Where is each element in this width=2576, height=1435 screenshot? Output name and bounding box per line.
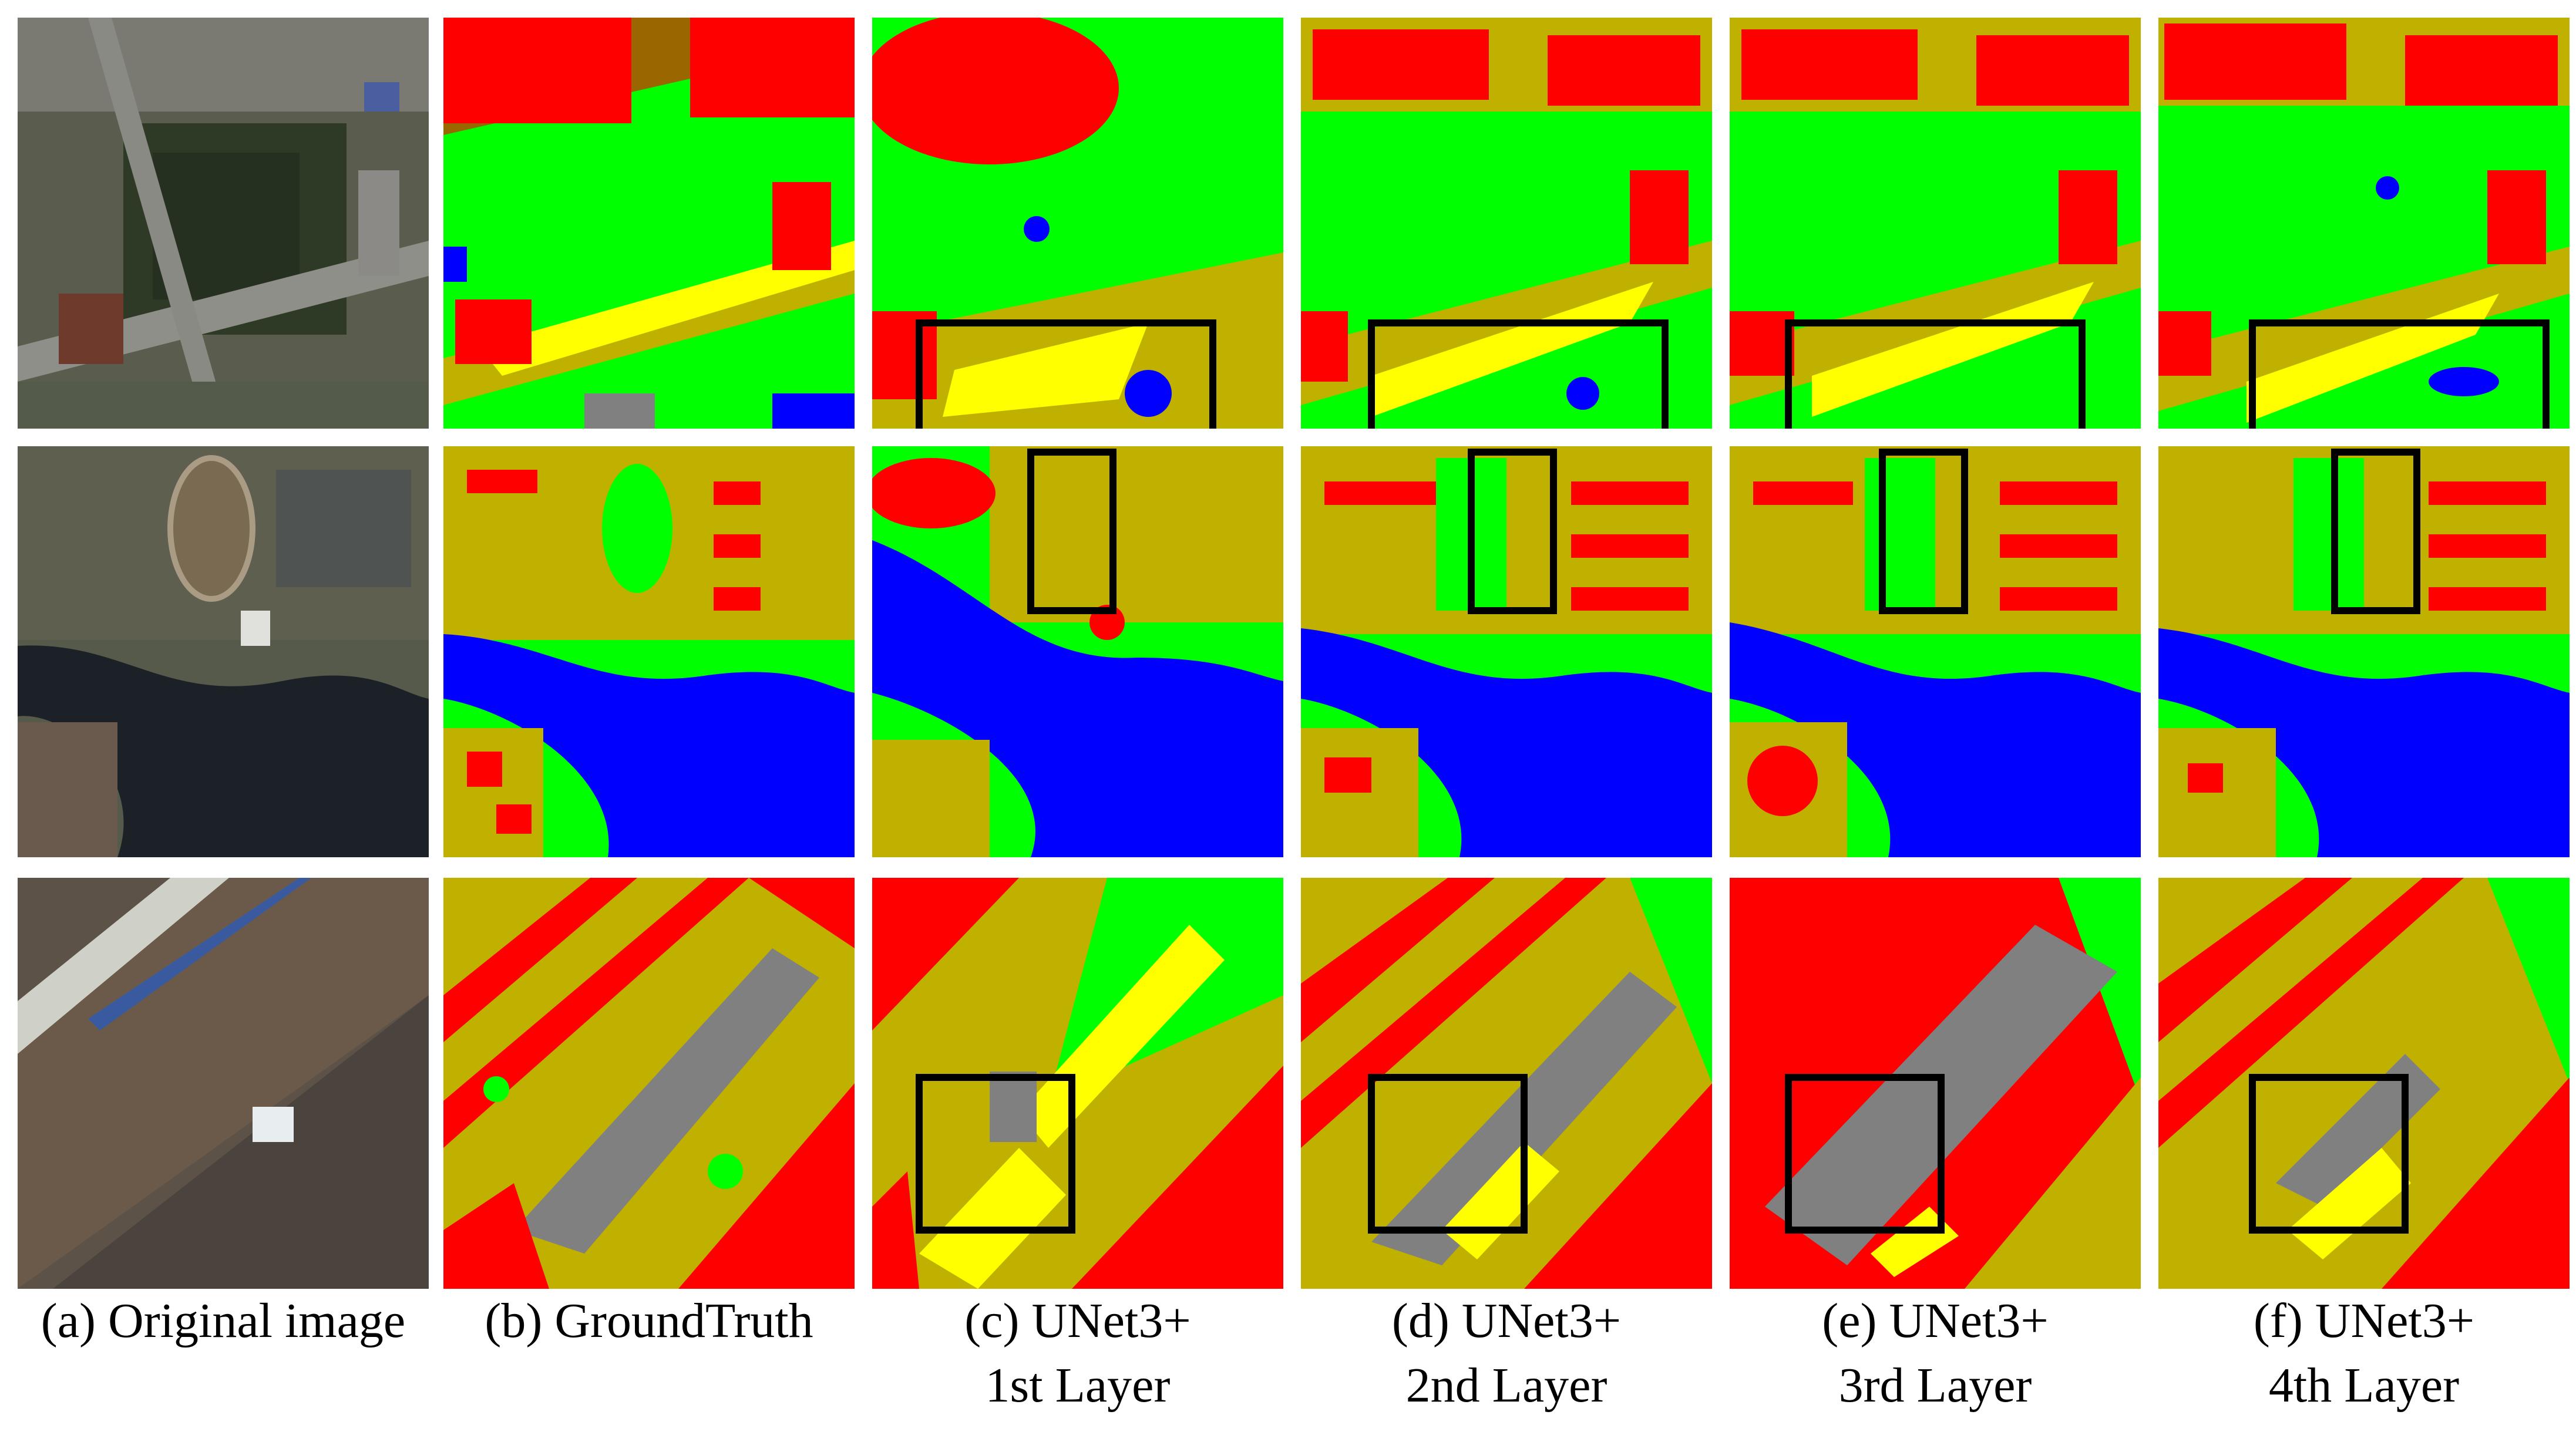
row2-prediction-1st-layer [872, 446, 1283, 857]
caption-4th-layer: (f) UNet3+ 4th Layer [2153, 1289, 2575, 1418]
row2-original-image [18, 446, 429, 857]
row3-prediction-4th-layer [2158, 878, 2570, 1289]
caption-line1: (a) Original image [41, 1293, 406, 1348]
caption-line1: (c) UNet3+ [964, 1293, 1191, 1348]
caption-line1: (e) UNet3+ [1822, 1293, 2049, 1348]
caption-2nd-layer: (d) UNet3+ 2nd Layer [1295, 1289, 1718, 1418]
caption-line1: (f) UNet3+ [2253, 1293, 2475, 1348]
row3-prediction-3rd-layer [1730, 878, 2141, 1289]
row1-prediction-3rd-layer [1730, 18, 2141, 429]
caption-ground-truth: (b) GroundTruth [438, 1289, 860, 1353]
row2-ground-truth [443, 446, 855, 857]
caption-3rd-layer: (e) UNet3+ 3rd Layer [1724, 1289, 2147, 1418]
caption-1st-layer: (c) UNet3+ 1st Layer [866, 1289, 1289, 1418]
row1-prediction-1st-layer [872, 18, 1283, 429]
caption-line1: (b) GroundTruth [485, 1293, 813, 1348]
row2-prediction-4th-layer [2158, 446, 2570, 857]
caption-line2: 1st Layer [985, 1358, 1171, 1413]
row1-original-image [18, 18, 429, 429]
caption-line2: 2nd Layer [1405, 1358, 1608, 1413]
row2-prediction-3rd-layer [1730, 446, 2141, 857]
row3-prediction-1st-layer [872, 878, 1283, 1289]
row3-prediction-2nd-layer [1301, 878, 1712, 1289]
caption-line2: 4th Layer [2268, 1358, 2460, 1413]
caption-line2: 3rd Layer [1838, 1358, 2032, 1413]
row1-ground-truth [443, 18, 855, 429]
caption-original-image: (a) Original image [12, 1289, 435, 1353]
row1-prediction-4th-layer [2158, 18, 2570, 429]
row2-prediction-2nd-layer [1301, 446, 1712, 857]
caption-line1: (d) UNet3+ [1391, 1293, 1622, 1348]
row3-original-image [18, 878, 429, 1289]
row3-ground-truth [443, 878, 855, 1289]
row1-prediction-2nd-layer [1301, 18, 1712, 429]
